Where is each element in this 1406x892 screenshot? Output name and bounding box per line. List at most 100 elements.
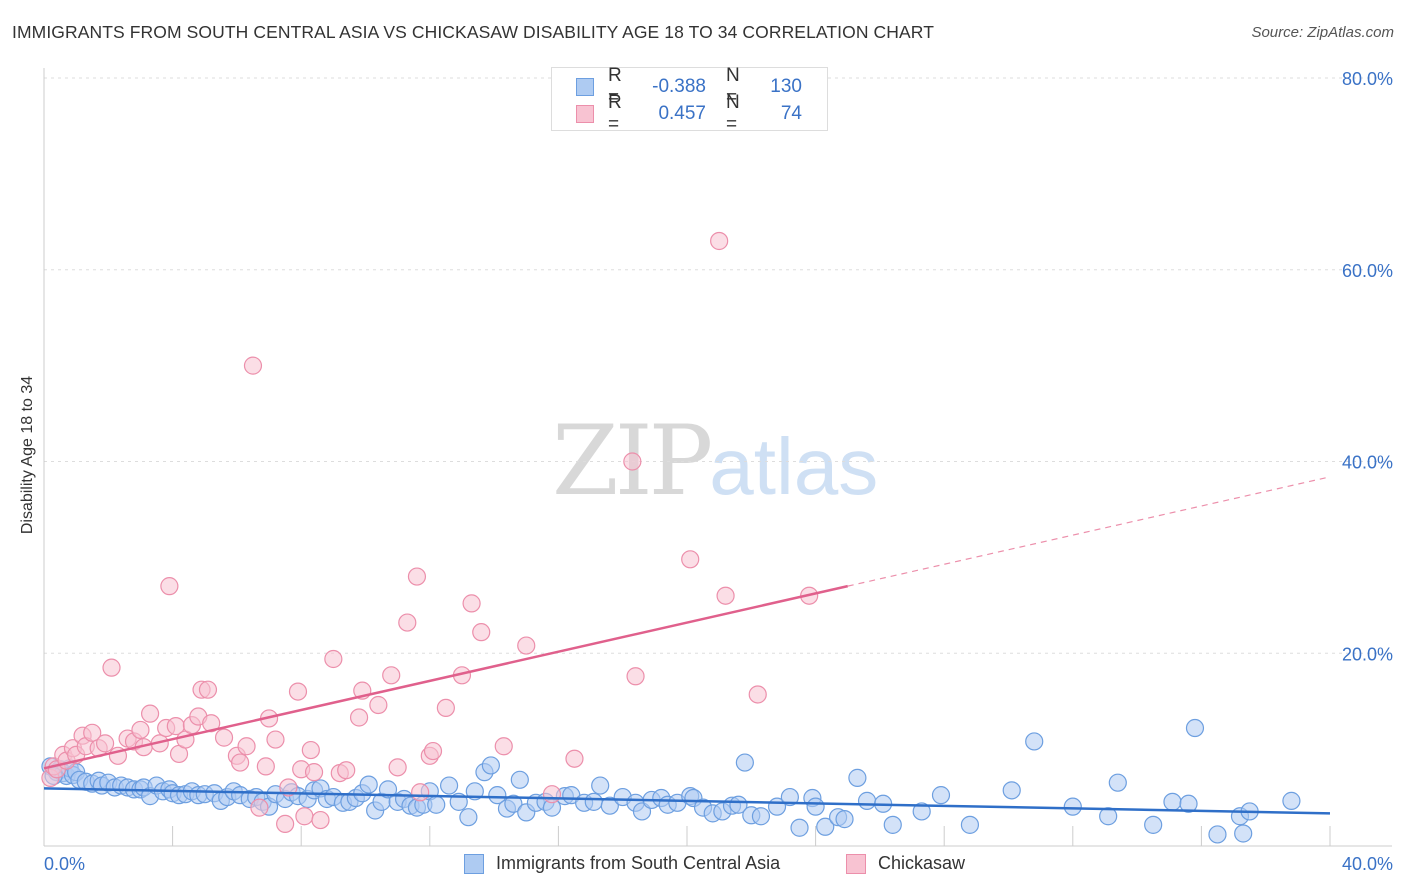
point-blue: [504, 794, 523, 813]
point-pink: [411, 783, 430, 802]
point-pink: [369, 695, 388, 715]
n-label: N =: [726, 92, 740, 135]
point-pink: [472, 623, 491, 642]
legend-item-blue: Immigrants from South Central Asia: [464, 853, 780, 874]
point-blue: [1108, 773, 1127, 792]
trend-line-blue: [43, 787, 1331, 815]
legend-row-pink: R = 0.457 N = 74: [576, 92, 802, 135]
point-blue: [1234, 824, 1253, 843]
point-blue: [790, 818, 809, 837]
legend-row-blue: R = -0.388 N = 130: [576, 65, 802, 108]
point-pink: [542, 785, 562, 804]
point-blue: [427, 795, 446, 814]
point-pink: [311, 810, 330, 830]
correlation-legend: R = -0.388 N = 130 R = 0.457 N = 74: [551, 65, 828, 135]
point-pink: [398, 613, 417, 632]
trend-lines: [43, 476, 1331, 815]
point-blue: [1063, 797, 1082, 816]
point-pink: [349, 708, 369, 727]
series-legend: Immigrants from South Central Asia Chick…: [0, 853, 1406, 877]
point-blue: [481, 756, 500, 775]
legend-swatch-pink: [576, 105, 594, 123]
trend-line-pink-extension: [847, 476, 1331, 587]
point-blue: [806, 797, 825, 816]
point-blue: [780, 787, 799, 807]
point-pink: [243, 356, 263, 375]
point-blue: [510, 770, 529, 789]
point-pink: [214, 728, 234, 747]
y-tick-label: 40.0%: [1342, 453, 1393, 473]
legend-swatch-pink: [846, 853, 866, 874]
point-blue: [1208, 825, 1227, 844]
point-pink: [231, 753, 250, 772]
point-pink: [198, 680, 218, 699]
point-blue: [735, 753, 754, 772]
x-tick-label: 0.0%: [44, 854, 85, 874]
point-pink: [279, 778, 298, 797]
point-blue: [835, 810, 854, 829]
point-blue: [848, 768, 867, 787]
legend-item-pink: Chickasaw: [846, 853, 965, 874]
tick-labels: 20.0% 40.0% 60.0% 80.0% 0.0% 40.0%: [44, 69, 1393, 874]
n-value: 74: [780, 103, 802, 124]
point-blue: [857, 791, 877, 810]
point-pink: [140, 704, 160, 723]
point-pink: [288, 682, 308, 701]
point-pink: [102, 658, 121, 677]
point-blue: [1282, 791, 1301, 810]
r-value: -0.388: [652, 76, 706, 97]
point-blue: [600, 796, 619, 815]
point-blue: [1025, 732, 1044, 751]
point-pink: [237, 737, 256, 756]
point-blue: [883, 815, 902, 834]
point-pink: [494, 737, 513, 756]
point-pink: [565, 749, 584, 768]
series-pink-points: [41, 231, 819, 834]
point-pink: [266, 730, 285, 749]
point-pink: [202, 714, 221, 733]
r-value: 0.457: [658, 103, 706, 124]
point-blue: [591, 776, 610, 795]
point-blue: [912, 802, 931, 821]
point-blue: [1099, 807, 1118, 826]
point-pink: [710, 231, 729, 251]
y-tick-label: 80.0%: [1342, 69, 1393, 89]
point-pink: [250, 798, 269, 817]
point-blue: [584, 792, 603, 811]
n-value: 130: [770, 76, 802, 97]
point-pink: [462, 594, 481, 613]
x-tick-label: 40.0%: [1342, 854, 1393, 874]
point-pink: [716, 586, 735, 605]
trend-line-pink: [43, 584, 849, 770]
point-blue: [439, 776, 459, 795]
point-pink: [276, 814, 295, 834]
point-blue: [459, 808, 478, 827]
r-label: R =: [608, 65, 622, 108]
point-pink: [388, 758, 407, 777]
point-blue: [751, 807, 771, 826]
point-blue: [960, 815, 980, 834]
legend-swatch-blue: [576, 78, 594, 96]
point-blue: [931, 786, 951, 805]
point-pink: [748, 685, 767, 704]
point-pink: [423, 741, 443, 761]
point-pink: [436, 698, 455, 717]
point-pink: [517, 636, 536, 655]
point-blue: [1185, 718, 1205, 738]
y-tick-label: 20.0%: [1342, 644, 1393, 664]
point-blue: [359, 775, 378, 794]
point-pink: [256, 757, 275, 776]
y-tick-label: 60.0%: [1342, 261, 1393, 281]
legend-label-blue: Immigrants from South Central Asia: [496, 853, 781, 873]
axes: [43, 68, 1392, 847]
point-blue: [816, 817, 835, 836]
point-pink: [131, 720, 150, 740]
legend-label-pink: Chickasaw: [878, 853, 966, 873]
point-blue: [378, 780, 398, 799]
n-label: N =: [726, 65, 740, 108]
point-pink: [626, 667, 645, 686]
point-pink: [382, 666, 401, 685]
point-pink: [95, 734, 115, 753]
point-pink: [407, 567, 427, 586]
